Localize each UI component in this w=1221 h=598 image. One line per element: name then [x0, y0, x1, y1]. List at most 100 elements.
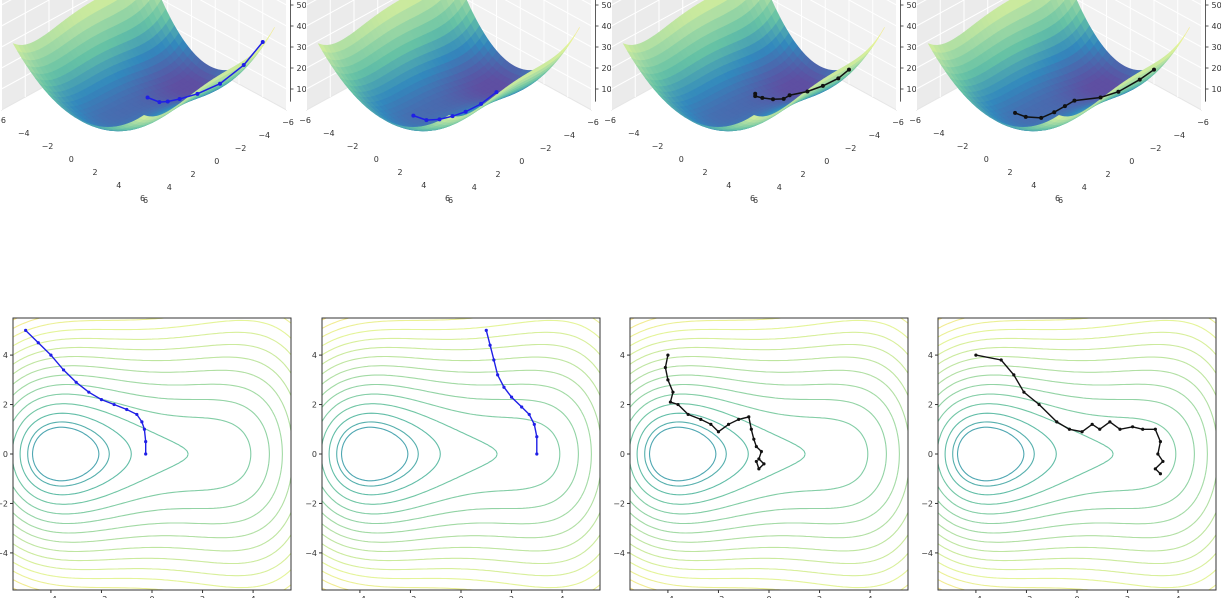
- trajectory-point: [1108, 420, 1112, 424]
- contour-level: [938, 365, 1216, 543]
- contour-level: [340, 426, 409, 482]
- trajectory-point: [424, 118, 429, 123]
- contour-level: [630, 318, 657, 590]
- x-tick-label: 0: [519, 157, 524, 166]
- contour-level: [322, 331, 600, 577]
- z-axis: 10 20 30 40 50: [900, 0, 917, 102]
- trajectory-point: [1158, 440, 1162, 444]
- trajectory-point: [241, 63, 246, 68]
- contour-level: [322, 355, 600, 553]
- x-tick-label: −2: [540, 144, 552, 153]
- trajectory-line: [754, 68, 850, 101]
- trajectory-point: [144, 440, 148, 444]
- z-tick-label: 40: [907, 22, 917, 31]
- x-tick-label: −4: [970, 595, 982, 598]
- y-axis: −4 −2 0 2 4: [0, 351, 13, 558]
- y-tick-label: −6: [0, 116, 6, 125]
- z-tick-label: 30: [907, 43, 917, 52]
- trajectory-2d: [24, 328, 148, 456]
- contour-level: [636, 412, 749, 496]
- trajectory-point: [1062, 104, 1067, 109]
- x-tick-label: −2: [405, 595, 417, 598]
- y-tick-label: 0: [312, 450, 317, 459]
- y-tick-label: −4: [0, 549, 8, 558]
- trajectory-point: [450, 114, 455, 119]
- trajectory-point: [757, 457, 761, 461]
- y-tick-label: −2: [613, 499, 625, 508]
- z-tick-label: 10: [297, 85, 307, 94]
- x-tick-label: −2: [1021, 595, 1033, 598]
- trajectory-point: [145, 95, 150, 100]
- trajectory-point: [49, 353, 53, 357]
- x-tick-label: 2: [190, 170, 195, 179]
- y-tick-label: −2: [0, 499, 8, 508]
- y-tick-label: 2: [397, 168, 402, 177]
- y-tick-label: −6: [604, 116, 616, 125]
- trajectory-point: [666, 353, 670, 357]
- trajectory-point: [509, 395, 514, 399]
- trajectory-point: [142, 427, 147, 431]
- contour-level: [13, 355, 291, 553]
- y-axis: −6 −4 −2 0 2 4 6: [299, 116, 450, 203]
- trajectory-point: [1152, 67, 1156, 72]
- contour-level: [630, 374, 900, 534]
- x-tick-label: −6: [892, 118, 904, 127]
- x-tick-label: 2: [200, 595, 205, 598]
- contour-level: [19, 412, 132, 496]
- contour-panel-2: −4 −2 0 2 4 −4 −2 0 2 4: [305, 317, 601, 598]
- contour-level: [938, 374, 1208, 534]
- y-tick-label: −2: [957, 142, 969, 151]
- contour-level: [328, 412, 441, 496]
- x-tick-label: −2: [713, 595, 725, 598]
- y-tick-label: −2: [42, 142, 54, 151]
- trajectory-point: [1153, 427, 1157, 431]
- z-tick-label: 50: [297, 1, 307, 10]
- trajectory-line: [664, 354, 765, 471]
- surface-plots-row: 1020304050−6−4−20246−6−4−202461020304050…: [0, 0, 1221, 205]
- y-tick-label: −6: [299, 116, 311, 125]
- x-tick-label: 2: [509, 595, 514, 598]
- x-tick-label: 4: [1176, 595, 1181, 598]
- x-axis: −6 −4 −2 0 2 4 6: [448, 118, 599, 205]
- z-tick-label: 50: [602, 1, 612, 10]
- z-tick-label: 20: [297, 64, 307, 73]
- trajectory-point: [61, 368, 66, 372]
- trajectory-point: [494, 90, 499, 95]
- trajectory-point: [24, 328, 28, 332]
- trajectory-point: [87, 390, 91, 394]
- contour-level: [630, 383, 887, 525]
- y-tick-label: 0: [3, 450, 8, 459]
- x-axis: −6 −4 −2 0 2 4 6: [753, 118, 904, 205]
- y-tick-label: −4: [628, 129, 640, 138]
- trajectory-point: [535, 452, 539, 456]
- contour-level: [938, 319, 1216, 589]
- x-tick-label: 4: [167, 183, 172, 192]
- x-tick-label: 4: [1082, 183, 1087, 192]
- x-tick-label: 2: [495, 170, 500, 179]
- trajectory-point: [686, 412, 690, 417]
- trajectory-2d: [974, 353, 1165, 476]
- contour-level: [322, 393, 561, 515]
- x-axis: −6 −4 −2 0 2 4 6: [1058, 118, 1209, 205]
- y-tick-label: −4: [18, 129, 30, 138]
- contour-level: [322, 319, 600, 589]
- contour-level: [322, 383, 579, 525]
- contour-lines: [13, 318, 291, 590]
- y-tick-label: −6: [909, 116, 921, 125]
- y-tick-label: 4: [3, 351, 8, 360]
- trajectory-point: [1161, 459, 1165, 464]
- x-tick-label: −2: [845, 144, 857, 153]
- y-axis: −4 −2 0 2 4: [921, 351, 938, 558]
- trajectory-point: [74, 380, 78, 384]
- trajectory-point: [492, 358, 496, 362]
- x-axis: −4 −2 0 2 4: [662, 590, 873, 598]
- contour-level: [13, 383, 270, 525]
- x-tick-label: 2: [817, 595, 822, 598]
- trajectory-point: [1080, 430, 1084, 434]
- z-tick-label: 30: [1212, 43, 1221, 52]
- trajectory-point: [820, 83, 825, 88]
- trajectory-point: [1118, 427, 1122, 431]
- contour-level: [944, 412, 1057, 496]
- y-tick-label: 0: [374, 155, 379, 164]
- trajectory-point: [752, 437, 756, 441]
